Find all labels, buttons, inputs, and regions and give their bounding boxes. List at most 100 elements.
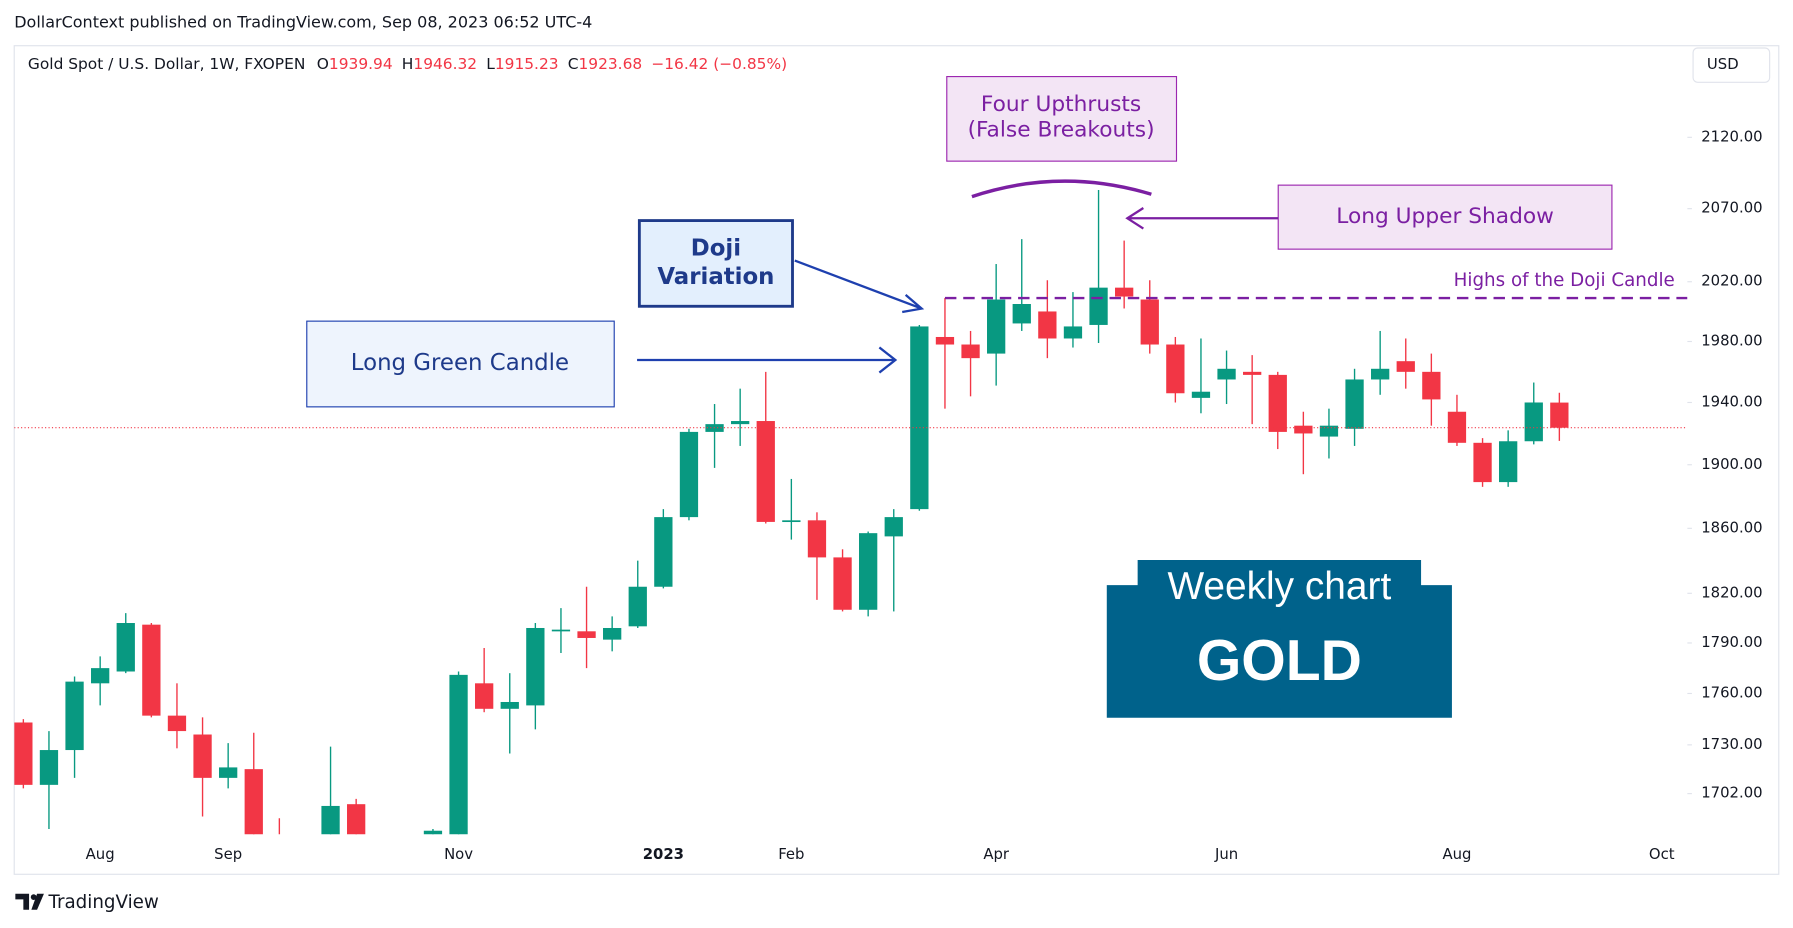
y-tick-label: 2070.00 xyxy=(1701,199,1762,217)
candle-body xyxy=(961,344,980,359)
ohlc-value: 1946.32 xyxy=(413,54,477,72)
candle-body xyxy=(1499,441,1518,483)
symbol-header: Gold Spot / U.S. Dollar, 1W, FXOPEN O1939… xyxy=(28,54,787,72)
annotation-box xyxy=(1277,184,1613,250)
ohlc-label: H xyxy=(402,54,414,72)
x-tick-label: Apr xyxy=(983,845,1010,863)
candle-body xyxy=(628,586,647,627)
annotation-box xyxy=(306,320,615,408)
candle-body xyxy=(1550,402,1569,428)
annotation-text: Four Upthrusts xyxy=(981,92,1141,117)
y-tick-label: 1980.00 xyxy=(1701,331,1762,349)
candle-body xyxy=(551,629,571,632)
ohlc-value: 1939.94 xyxy=(329,54,393,72)
ohlc-label: C xyxy=(568,54,579,72)
x-tick-label: Jun xyxy=(1214,845,1238,863)
annotation-text: Highs of the Doji Candle xyxy=(1454,270,1675,291)
candle-body xyxy=(884,517,903,537)
annotation-box xyxy=(637,219,794,308)
badge xyxy=(1106,560,1452,718)
candle-body xyxy=(1319,425,1339,437)
y-tick-label: 1790.00 xyxy=(1701,633,1762,651)
chart-frame xyxy=(13,45,1780,875)
annotation-box xyxy=(946,76,1178,162)
candle-body xyxy=(1294,425,1313,434)
y-tick-label: 2020.00 xyxy=(1701,272,1762,290)
x-tick-label: Nov xyxy=(444,845,473,863)
candle-body xyxy=(654,517,673,587)
arrow xyxy=(1125,207,1279,230)
ohlc-value: 1915.23 xyxy=(495,54,559,72)
candle-body xyxy=(1473,442,1492,483)
change: −16.42 (−0.85%) xyxy=(651,54,787,72)
candle-body xyxy=(91,668,110,684)
candle-body xyxy=(321,805,340,835)
ohlc-label: O xyxy=(317,54,329,72)
y-tick-label: 1702.00 xyxy=(1701,784,1762,802)
candle-body xyxy=(577,631,596,638)
badge-text: GOLD xyxy=(1197,629,1362,693)
candle-body xyxy=(244,769,263,835)
candle-body xyxy=(270,847,288,860)
candle-body xyxy=(603,627,622,640)
candle-body xyxy=(833,557,852,610)
annotation-text: (False Breakouts) xyxy=(968,117,1155,142)
symbol: Gold Spot / U.S. Dollar, 1W, FXOPEN xyxy=(28,54,305,72)
brand: TradingView xyxy=(48,892,159,913)
candle-body xyxy=(987,299,1006,354)
y-tick-label: 1760.00 xyxy=(1701,683,1762,701)
ohlc-label: L xyxy=(486,54,495,72)
candle-body xyxy=(1447,411,1467,443)
candle-body xyxy=(1345,379,1364,429)
candle-body xyxy=(347,804,366,835)
x-tick-label: Sep xyxy=(214,845,242,863)
candle-body xyxy=(910,326,929,510)
arrow xyxy=(637,346,898,374)
x-tick-label: Oct xyxy=(1649,845,1675,863)
candle-body xyxy=(1396,361,1415,372)
annotation-text: Long Upper Shadow xyxy=(1336,204,1554,229)
candle-body xyxy=(782,520,801,523)
y-tick-label: 1940.00 xyxy=(1701,392,1762,410)
annotation-text: Variation xyxy=(657,264,774,290)
candle-body xyxy=(859,533,878,610)
candle-body xyxy=(756,421,775,522)
candle-body xyxy=(500,701,519,709)
candle-body xyxy=(1524,402,1543,442)
x-tick-label: Feb xyxy=(778,845,804,863)
candle-body xyxy=(423,830,443,835)
candle-body xyxy=(116,623,135,672)
currency-button[interactable] xyxy=(1692,47,1771,83)
candle-body xyxy=(1166,344,1185,394)
currency-label: USD xyxy=(1707,55,1739,73)
candle-body xyxy=(1038,311,1057,339)
annotation-text: Doji xyxy=(691,236,741,262)
candle-body xyxy=(1217,368,1236,380)
badge-text: Weekly chart xyxy=(1167,565,1391,608)
candle-body xyxy=(1371,368,1390,380)
candle-body xyxy=(1422,371,1441,400)
candle-body xyxy=(1063,326,1083,339)
candle-body xyxy=(219,767,238,778)
y-tick-label: 1900.00 xyxy=(1701,455,1762,473)
candle-body xyxy=(1115,287,1134,297)
candle-body xyxy=(935,336,955,345)
y-tick-label: 1730.00 xyxy=(1701,735,1762,753)
candle-body xyxy=(526,627,545,706)
candle-body xyxy=(167,715,187,732)
y-tick-label: 2120.00 xyxy=(1701,127,1762,145)
candle-body xyxy=(1140,299,1159,345)
published-line: DollarContext published on TradingView.c… xyxy=(14,12,592,31)
x-tick-label: 2023 xyxy=(643,845,684,863)
x-tick-label: Aug xyxy=(86,845,115,863)
y-tick-label: 1860.00 xyxy=(1701,518,1762,536)
candle-body xyxy=(1191,391,1211,398)
brand-logo xyxy=(15,893,44,910)
x-tick-label: Aug xyxy=(1442,845,1471,863)
candle-body xyxy=(1012,304,1031,324)
arrow xyxy=(794,259,925,314)
annotation-text: Long Green Candle xyxy=(351,350,569,376)
plot xyxy=(14,189,1688,860)
candle-body xyxy=(39,750,59,785)
